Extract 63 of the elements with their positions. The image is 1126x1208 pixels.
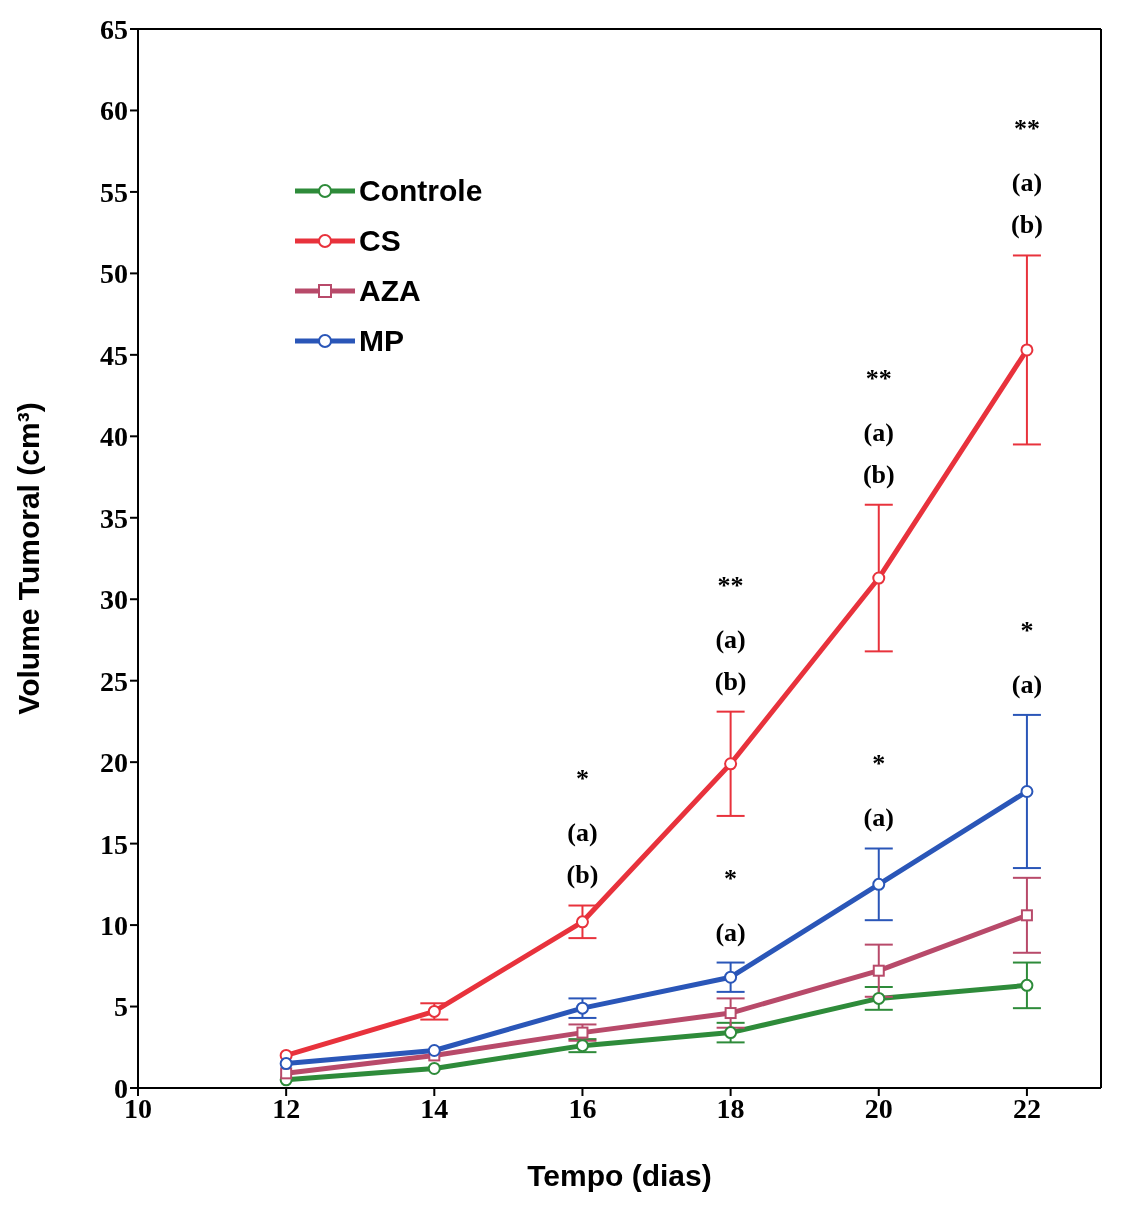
y-tick-label: 15: [100, 828, 128, 860]
point: [724, 970, 738, 984]
point: [872, 571, 886, 585]
point: [724, 757, 738, 771]
y-axis-title: Volume Tumoral (cm³): [11, 402, 45, 715]
x-axis-title: Tempo (dias): [527, 1159, 712, 1192]
annotation: (b): [714, 666, 747, 696]
point: [575, 1001, 589, 1015]
y-tick-label: 5: [114, 991, 128, 1023]
point: [724, 1007, 737, 1020]
point: [1020, 343, 1034, 357]
point: [724, 1026, 738, 1040]
annotation: (b): [862, 459, 895, 489]
annotation: **: [865, 363, 892, 393]
y-tick-label: 45: [100, 339, 128, 371]
y-tick-label: 50: [100, 258, 128, 290]
point: [1020, 978, 1034, 992]
annotation: (a): [567, 818, 598, 848]
x-tick-label: 14: [420, 1092, 449, 1124]
annotation: (a): [863, 803, 894, 833]
x-tick-label: 16: [568, 1092, 597, 1124]
legend-label: Controle: [359, 174, 483, 208]
x-tick-label: 12: [272, 1092, 301, 1124]
legend-label: MP: [359, 324, 404, 358]
annotation: **: [1013, 114, 1040, 144]
legend-label: AZA: [359, 274, 421, 308]
point: [575, 915, 589, 929]
y-tick-label: 55: [100, 176, 128, 208]
annotation: *: [575, 764, 589, 794]
annotation: (b): [1011, 210, 1043, 240]
point: [279, 1057, 293, 1071]
x-tick-label: 22: [1012, 1092, 1041, 1124]
y-tick-label: 30: [100, 584, 128, 616]
annotation: (a): [1011, 168, 1043, 198]
annotation: (a): [1011, 669, 1043, 699]
annotation: *: [1020, 615, 1034, 645]
legend-label: CS: [359, 224, 401, 258]
annotation: **: [717, 570, 744, 600]
point: [427, 1004, 441, 1018]
point: [872, 991, 886, 1005]
point: [576, 1026, 589, 1039]
y-tick-label: 60: [100, 95, 128, 127]
y-tick-label: 65: [100, 13, 128, 45]
point: [427, 1044, 441, 1058]
point: [427, 1061, 441, 1075]
annotation: (a): [715, 917, 746, 947]
y-tick-label: 10: [100, 910, 128, 942]
annotation: *: [724, 863, 738, 893]
annotation: (b): [566, 860, 599, 890]
y-tick-label: 20: [100, 747, 128, 779]
y-tick-label: 40: [100, 421, 128, 453]
y-tick-label: 25: [100, 665, 128, 697]
point: [872, 964, 885, 977]
annotation: *: [872, 749, 886, 779]
point: [575, 1039, 589, 1053]
annotation: (a): [715, 624, 746, 654]
x-tick-label: 20: [864, 1092, 893, 1124]
point: [1020, 909, 1033, 922]
y-tick-label: 35: [100, 502, 128, 534]
x-tick-label: 18: [716, 1092, 745, 1124]
point: [872, 877, 886, 891]
point: [1020, 784, 1034, 798]
annotation: (a): [863, 417, 894, 447]
